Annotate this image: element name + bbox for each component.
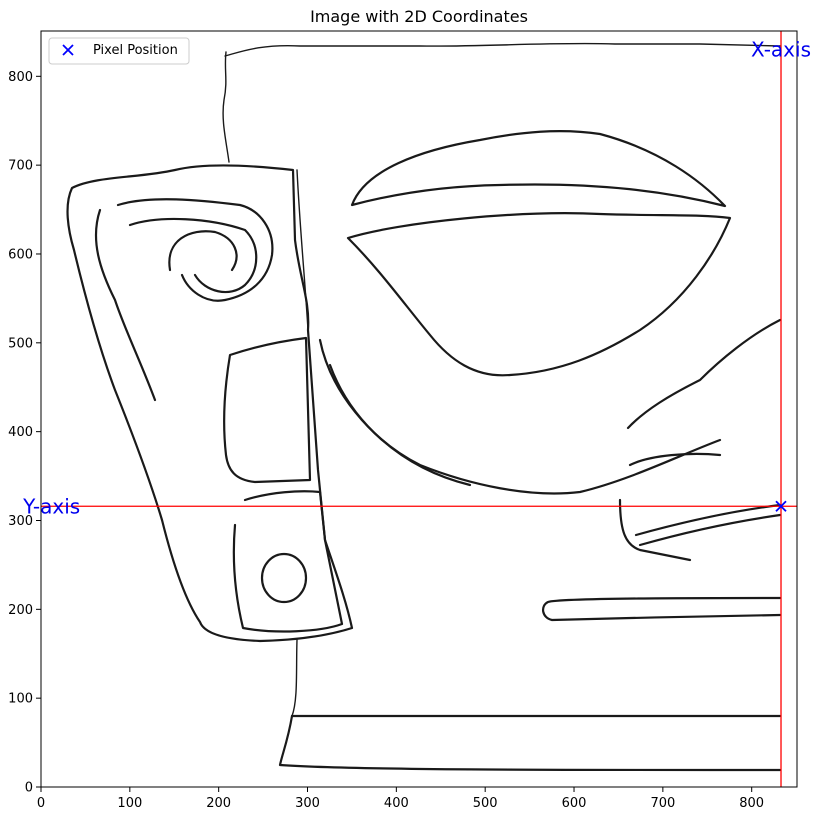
y-tick-label: 600 [8,247,33,262]
plot-area [40,30,798,788]
legend-box [48,37,190,65]
x-tick-label: 600 [562,796,587,811]
y-tick-label: 0 [25,781,33,796]
y-tick-label: 700 [8,159,33,174]
y-tick-label: 100 [8,692,33,707]
plot-background [41,31,797,787]
series-layer [41,31,797,787]
legend-label: Pixel Position [93,43,178,58]
y-axis-annotation: Y-axis [22,494,80,518]
x-tick-label: 700 [650,796,675,811]
x-tick-label: 100 [117,796,142,811]
x-axis-annotation: X-axis [751,38,811,62]
annotation-layer: X-axis Y-axis [22,38,811,519]
x-tick-label: 200 [206,796,231,811]
chart-title: Image with 2D Coordinates [310,7,528,26]
y-tick-label: 200 [8,603,33,618]
x-tick-label: 300 [295,796,320,811]
plot-frame [40,30,798,788]
data-point [775,500,787,512]
y-axis: 0 100 200 300 400 500 600 700 800 [8,70,41,796]
x-axis: 0 100 200 300 400 500 600 700 800 [37,787,764,811]
background-drawing [66,42,782,772]
legend-marker [62,44,74,56]
x-tick-label: 0 [37,796,45,811]
x-tick-label: 400 [384,796,409,811]
x-tick-label: 800 [739,796,764,811]
y-tick-label: 800 [8,70,33,85]
x-tick-label: 500 [473,796,498,811]
legend: Pixel Position [48,37,190,65]
y-tick-label: 400 [8,425,33,440]
y-tick-label: 300 [8,514,33,529]
y-tick-label: 500 [8,336,33,351]
